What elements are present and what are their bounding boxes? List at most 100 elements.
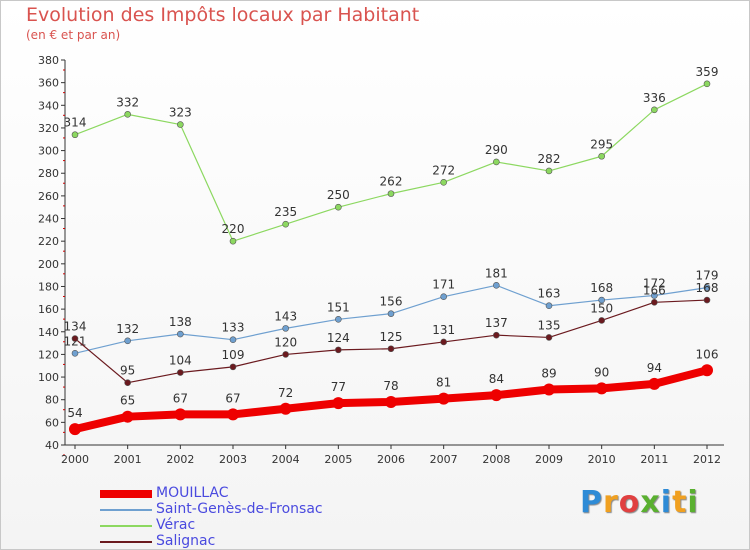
x-tick-label: 2002 xyxy=(166,453,194,466)
data-label: 95 xyxy=(120,364,135,378)
data-label: 282 xyxy=(538,152,561,166)
data-point xyxy=(335,346,342,354)
data-label: 133 xyxy=(222,321,245,335)
data-point xyxy=(124,111,131,118)
data-label: 295 xyxy=(590,137,613,151)
data-point xyxy=(332,397,345,410)
data-label: 262 xyxy=(380,175,403,189)
y-tick-label: 180 xyxy=(38,280,59,293)
data-point xyxy=(335,203,342,211)
data-point xyxy=(282,351,289,358)
y-tick-label: 40 xyxy=(45,439,59,452)
data-label: 104 xyxy=(169,354,192,368)
data-point xyxy=(545,334,553,341)
x-tick-label: 2012 xyxy=(693,453,721,466)
data-label: 106 xyxy=(696,347,719,361)
data-point xyxy=(651,292,658,299)
data-label: 220 xyxy=(222,222,245,236)
data-point xyxy=(545,167,553,175)
data-label: 272 xyxy=(432,163,455,177)
x-tick-label: 2005 xyxy=(324,453,352,466)
data-point xyxy=(651,299,658,306)
x-tick-label: 2004 xyxy=(272,453,300,466)
data-point xyxy=(385,395,397,408)
data-point xyxy=(282,325,289,332)
data-label: 143 xyxy=(274,309,297,323)
data-point xyxy=(598,317,605,324)
x-tick-label: 2010 xyxy=(588,453,616,466)
data-label: 150 xyxy=(590,301,613,315)
data-label: 166 xyxy=(643,283,666,297)
y-tick-label: 120 xyxy=(38,348,59,361)
data-label: 171 xyxy=(432,278,455,292)
data-label: 135 xyxy=(538,318,561,332)
data-point xyxy=(545,302,553,310)
y-tick-label: 240 xyxy=(38,213,59,226)
chart-subtitle: (en € et par an) xyxy=(26,28,121,42)
data-point xyxy=(651,106,658,114)
y-tick-label: 100 xyxy=(38,371,59,384)
data-label: 84 xyxy=(489,372,504,386)
data-point xyxy=(69,423,81,436)
data-point xyxy=(387,345,395,353)
data-label: 134 xyxy=(64,320,87,334)
data-label: 65 xyxy=(120,394,135,408)
data-point xyxy=(227,408,239,421)
data-point xyxy=(335,316,342,323)
data-label: 94 xyxy=(647,361,662,375)
data-point xyxy=(648,377,661,390)
x-tick-label: 2008 xyxy=(482,453,510,466)
x-tick-label: 2006 xyxy=(377,453,405,466)
y-tick-label: 360 xyxy=(38,77,59,90)
data-label: 132 xyxy=(116,322,139,336)
data-label: 290 xyxy=(485,143,508,157)
data-label: 137 xyxy=(485,316,508,330)
data-point xyxy=(490,389,503,402)
data-label: 78 xyxy=(383,379,398,393)
data-point xyxy=(493,282,500,289)
y-tick-label: 280 xyxy=(38,167,59,180)
data-label: 138 xyxy=(169,315,192,329)
data-label: 54 xyxy=(67,406,82,420)
data-point xyxy=(174,408,187,421)
data-point xyxy=(543,383,555,396)
y-tick-label: 380 xyxy=(38,54,59,67)
data-point xyxy=(701,364,713,377)
data-label: 67 xyxy=(225,391,240,405)
x-tick-label: 2003 xyxy=(219,453,247,466)
data-label: 124 xyxy=(327,331,350,345)
y-tick-label: 200 xyxy=(38,258,59,271)
y-tick-label: 340 xyxy=(38,99,59,112)
data-label: 67 xyxy=(173,391,188,405)
data-label: 314 xyxy=(64,116,87,130)
data-label: 90 xyxy=(594,365,609,379)
data-label: 168 xyxy=(696,281,719,295)
data-point xyxy=(440,178,447,186)
data-label: 359 xyxy=(696,65,719,79)
data-label: 151 xyxy=(327,300,350,314)
data-point xyxy=(71,131,79,139)
data-point xyxy=(440,338,447,346)
data-label: 109 xyxy=(222,348,245,362)
data-label: 179 xyxy=(696,269,719,283)
legend-label: MOUILLAC xyxy=(156,485,229,501)
legend-swatch xyxy=(100,490,152,498)
x-tick-label: 2007 xyxy=(430,453,458,466)
data-point xyxy=(387,310,395,317)
legend-swatch xyxy=(100,525,152,527)
legend-swatch xyxy=(100,541,152,543)
data-label: 336 xyxy=(643,91,666,105)
data-point xyxy=(703,296,711,304)
x-tick-label: 2001 xyxy=(114,453,142,466)
data-point xyxy=(229,363,237,371)
y-tick-label: 80 xyxy=(45,394,59,407)
x-tick-label: 2000 xyxy=(61,453,89,466)
data-label: 163 xyxy=(538,287,561,301)
y-tick-label: 260 xyxy=(38,190,59,203)
data-label: 323 xyxy=(169,106,192,120)
data-label: 172 xyxy=(643,277,666,291)
data-point xyxy=(437,392,450,405)
data-point xyxy=(121,410,134,423)
data-point xyxy=(124,379,131,387)
